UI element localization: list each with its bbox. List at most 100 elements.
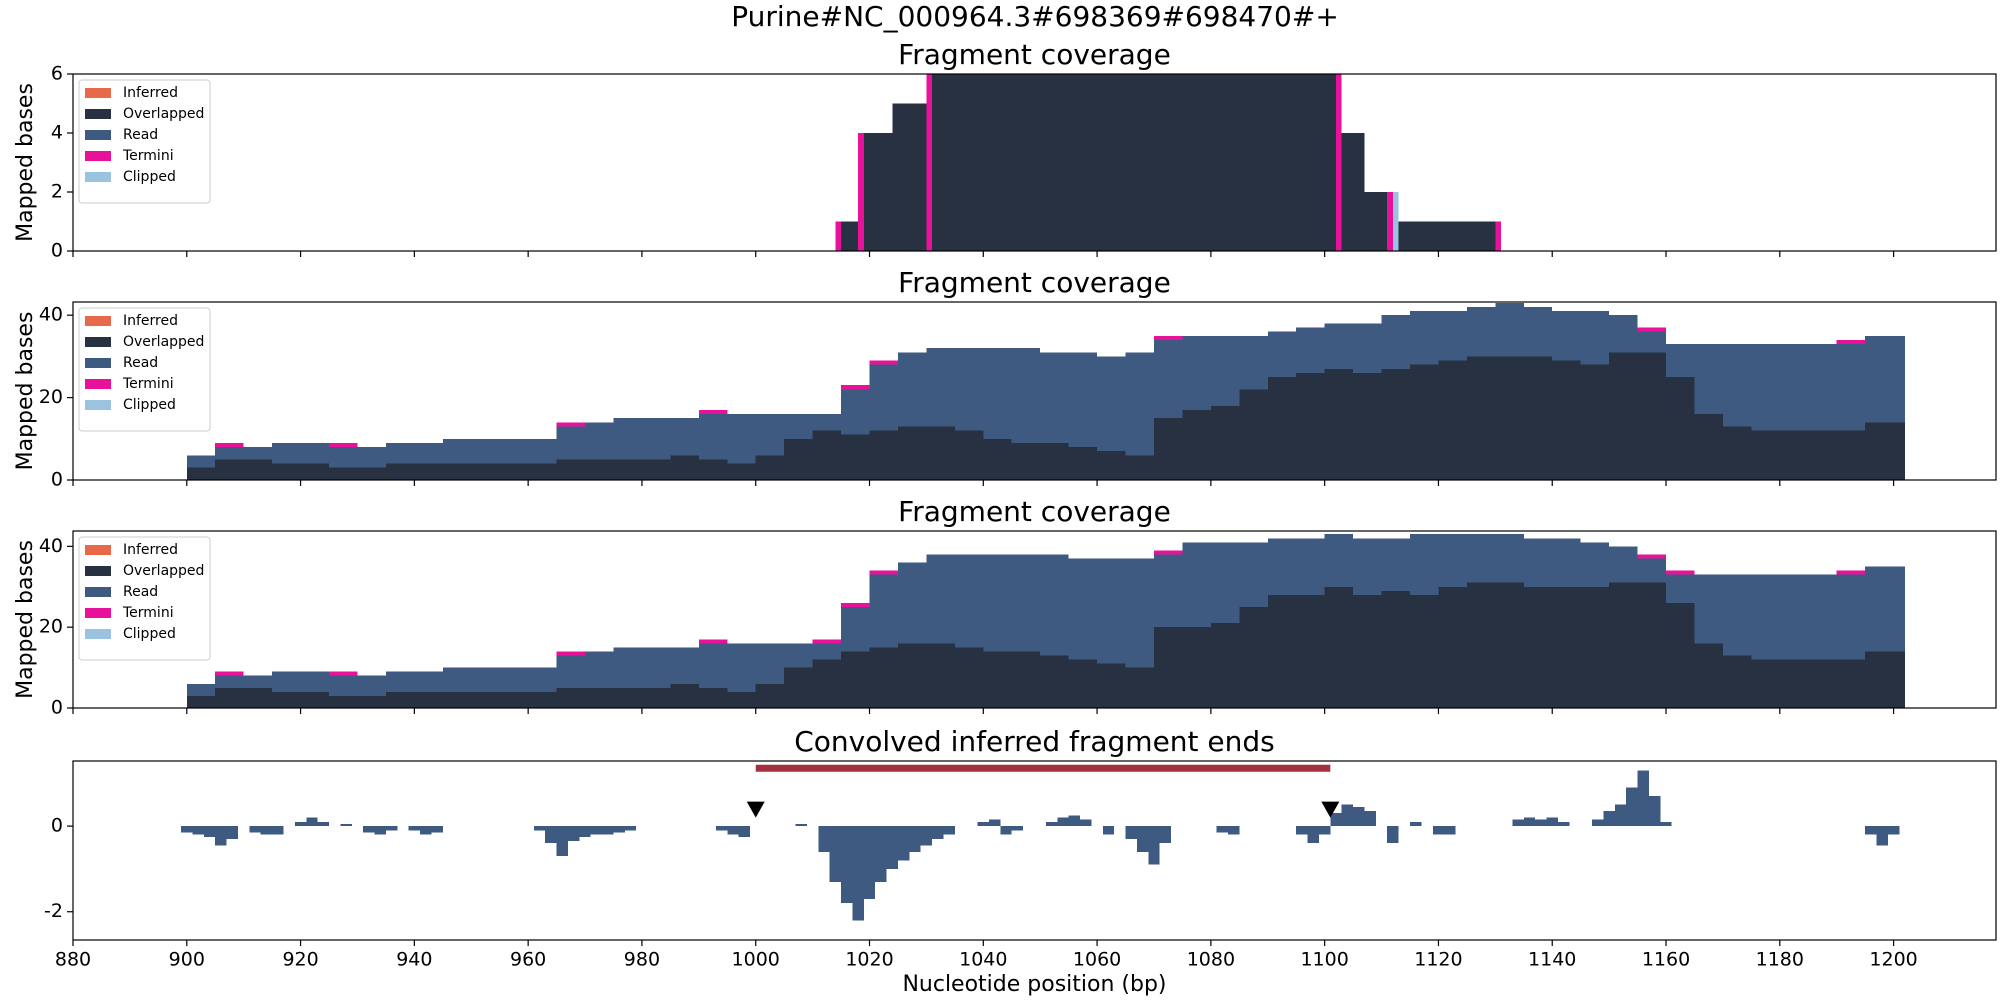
bar-segment [1865, 422, 1905, 480]
bar [545, 826, 557, 844]
bar [226, 826, 238, 839]
bar-segment [1210, 542, 1240, 624]
bar-segment [1267, 376, 1297, 480]
bar-segment [1068, 447, 1098, 480]
bar-segment [1239, 606, 1268, 708]
bar-segment [897, 562, 927, 644]
bar-segment [1637, 352, 1667, 480]
bar-segment [613, 647, 642, 688]
bar-segment [1722, 426, 1752, 480]
bar-segment [869, 430, 898, 480]
bar-segment [1580, 311, 1610, 365]
legend-label: Termini [122, 605, 174, 621]
bar-segment [329, 447, 358, 468]
bar-segment [1495, 534, 1524, 583]
bar-segment [1836, 574, 1866, 660]
bar [818, 826, 830, 852]
bar-segment [1438, 360, 1467, 480]
bar-segment [1666, 344, 1695, 377]
axes-frame [72, 301, 1997, 481]
legend-label: Termini [122, 376, 174, 392]
bar-segment [1580, 542, 1610, 587]
bar-segment [1637, 558, 1667, 583]
bar-segment [869, 364, 898, 431]
legend-swatch [85, 608, 111, 618]
bar-segment [1836, 659, 1866, 708]
bar [1660, 821, 1672, 827]
bar-segment [841, 385, 870, 390]
bar-segment [755, 683, 785, 708]
legend-label: Clipped [123, 626, 176, 642]
bar-segment [243, 687, 273, 708]
bar-segment [1040, 554, 1069, 656]
bar-segment [841, 389, 870, 435]
bar-segment [1637, 331, 1667, 353]
bar-segment [727, 643, 756, 692]
bar-segment [1722, 574, 1752, 656]
bar-segment [1068, 659, 1098, 708]
legend-swatch [85, 109, 111, 119]
bar-segment [897, 352, 927, 427]
bar-segment [812, 414, 842, 431]
bar [943, 826, 955, 835]
bar-segment [300, 463, 330, 480]
bar [1364, 811, 1376, 827]
bar-segment [1779, 659, 1809, 708]
bar-segment [1182, 542, 1211, 628]
bar [556, 826, 568, 857]
legend-label: Inferred [123, 542, 178, 558]
bar [1535, 819, 1547, 827]
bar-segment [1751, 574, 1780, 660]
bar [215, 826, 227, 846]
bar-segment [499, 667, 529, 692]
bar-segment [983, 438, 1012, 480]
bar-segment [1381, 538, 1410, 591]
bar-segment [1836, 344, 1866, 431]
legend-box [78, 536, 211, 661]
x-tick-label: 900 [169, 949, 205, 971]
bar-segment [528, 691, 557, 708]
bar [1307, 826, 1319, 844]
bar-segment [1409, 594, 1439, 708]
y-axis-label: Mapped bases [13, 540, 38, 699]
x-tick-label: 960 [510, 949, 546, 971]
bar-segment [1409, 364, 1439, 480]
bar [875, 826, 887, 882]
bar-segment [1239, 335, 1268, 390]
bar-segment [670, 647, 699, 684]
x-tick-label: 940 [396, 949, 432, 971]
axes-title: Convolved inferred fragment ends [794, 725, 1275, 758]
bar-segment [670, 455, 699, 480]
bar-segment [698, 409, 728, 415]
bar-segment [1609, 582, 1638, 708]
legend-label: Clipped [123, 397, 176, 413]
bar-segment [1779, 430, 1809, 480]
bar [363, 826, 375, 833]
bar [1887, 826, 1900, 835]
bar [181, 826, 193, 833]
bar-segment [585, 687, 614, 708]
bar-segment [1438, 534, 1467, 587]
legend-box [78, 307, 211, 432]
bar-segment [528, 667, 557, 692]
bar-segment [1751, 430, 1780, 480]
x-tick-label: 1140 [1528, 949, 1576, 971]
bar-segment [1097, 356, 1126, 452]
bar-segment [215, 442, 244, 448]
bar-segment [698, 414, 728, 460]
y-tick-label: 40 [39, 304, 63, 326]
legend-label: Inferred [123, 85, 178, 101]
bar-segment [641, 647, 671, 688]
bar-segment [1324, 534, 1354, 587]
x-tick-label: 1180 [1756, 949, 1804, 971]
x-tick-label: 1000 [732, 949, 780, 971]
bar-segment [414, 691, 443, 708]
bar-segment [442, 691, 472, 708]
bar-segment [385, 691, 415, 708]
bar-segment [471, 438, 500, 464]
bar-segment [272, 442, 301, 464]
bar-segment [357, 675, 386, 696]
bar-segment [1182, 627, 1211, 708]
bar-segment [1324, 368, 1354, 480]
bar-segment [932, 74, 1337, 251]
